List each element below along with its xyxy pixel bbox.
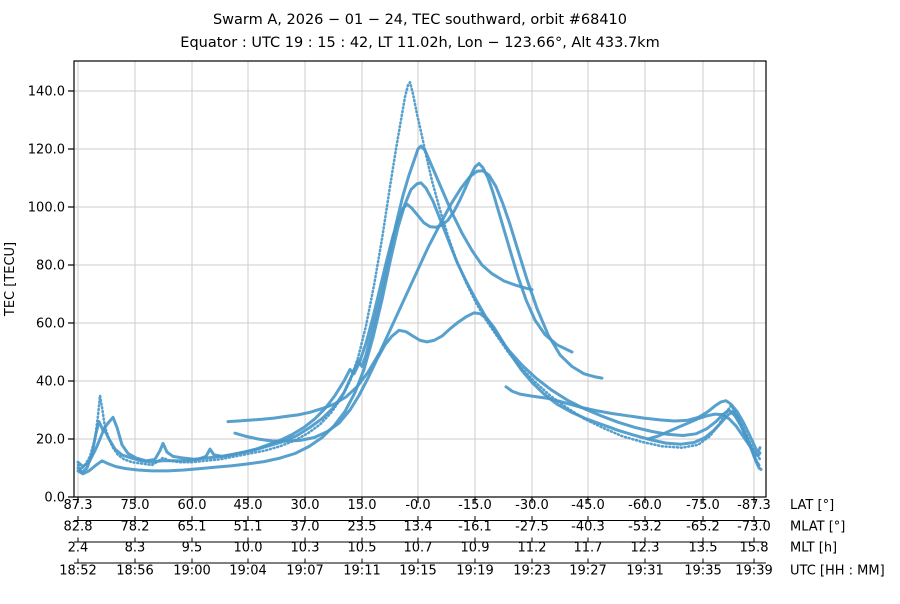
x-tick-label: -30.0 (515, 498, 549, 513)
x-tick-label: 13.4 (404, 520, 433, 535)
x-tick-label: 78.2 (121, 520, 150, 535)
x-tick-label: 18:52 (59, 564, 96, 579)
x-tick-label: -75.0 (686, 498, 720, 513)
x-tick-label: 19:19 (456, 564, 493, 579)
y-tick-label: 100.0 (28, 201, 65, 216)
axis-row-label: LAT [°] (790, 498, 834, 513)
x-tick-label: 19:07 (286, 564, 323, 579)
plot-subtitle: Equator : UTC 19 : 15 : 42, LT 11.02h, L… (180, 35, 659, 51)
x-tick-label: 8.3 (125, 541, 146, 556)
x-tick-label: 19:31 (626, 564, 663, 579)
x-tick-label: 82.8 (64, 520, 93, 535)
plot-content: 0.0 20.0 40.0 60.0 80.0 100.0 120.0 140.0 87.3 75… (28, 60, 885, 579)
y-tick-label: 40.0 (36, 375, 65, 390)
x-tick-label: 19:11 (343, 564, 380, 579)
x-tick-label: -0.0 (405, 498, 430, 513)
x-tick-label: 10.0 (234, 541, 263, 556)
x-tick-label: 51.1 (234, 520, 263, 535)
x-tick-label: 37.0 (291, 520, 320, 535)
y-tick-label: 0.0 (44, 491, 65, 506)
y-tick-label: 140.0 (28, 85, 65, 100)
axis-row-label: UTC [HH : MM] (790, 564, 885, 579)
trace-peak112 (226, 169, 604, 424)
x-tick-label: -27.5 (515, 520, 549, 535)
axis-row-label: MLAT [°] (790, 520, 845, 535)
x-tick-label: 10.9 (461, 541, 490, 556)
x-tick-label: 15.0 (348, 498, 377, 513)
y-tick-label: 120.0 (28, 143, 65, 158)
x-tick-label: -40.3 (571, 520, 605, 535)
x-tick-label: 75.0 (121, 498, 150, 513)
plot-border (73, 60, 767, 498)
x-tick-label: 18:56 (116, 564, 153, 579)
x-tick-label: 19:35 (684, 564, 721, 579)
trace-doublehump-101-115 (76, 162, 574, 469)
trace-start-506 (504, 385, 762, 454)
x-tick-label: 12.3 (631, 541, 660, 556)
x-tick-label: -45.0 (571, 498, 605, 513)
x-tick-label: 23.5 (348, 520, 377, 535)
y-axis-label: TEC [TECU] (3, 242, 18, 317)
x-tick-label: -16.1 (458, 520, 492, 535)
x-tick-label: -73.0 (737, 520, 771, 535)
y-tick-label: 60.0 (36, 317, 65, 332)
trace-peak108 (76, 181, 763, 476)
trace-dotted-peak143 (76, 81, 762, 471)
x-tick-label: 87.3 (64, 498, 93, 513)
x-tick-label: 11.2 (518, 541, 547, 556)
trace-start-648 (646, 412, 762, 458)
plot-title: Swarm A, 2026 − 01 − 24, TEC southward, … (213, 12, 627, 28)
x-tick-label: 19:39 (735, 564, 772, 579)
x-tick-label: 2.4 (68, 541, 89, 556)
x-tick-label: 9.5 (182, 541, 203, 556)
y-tick-label: 80.0 (36, 259, 65, 274)
x-tick-label: 10.5 (348, 541, 377, 556)
x-tick-label: 10.3 (291, 541, 320, 556)
x-tick-label: 19:23 (513, 564, 550, 579)
x-tick-label: -15.0 (458, 498, 492, 513)
x-tick-label: -65.2 (686, 520, 720, 535)
x-tick-label: 19:00 (173, 564, 210, 579)
axis-row-label: MLT [h] (790, 541, 837, 556)
x-tick-label: 19:27 (569, 564, 606, 579)
x-tick-label: 65.1 (178, 520, 207, 535)
x-tick-label: -53.2 (628, 520, 662, 535)
x-tick-label: 60.0 (178, 498, 207, 513)
x-tick-label: 13.5 (689, 541, 718, 556)
x-tick-label: 11.7 (574, 541, 603, 556)
y-tick-label: 20.0 (36, 433, 65, 448)
x-tick-label: 19:15 (399, 564, 436, 579)
x-tick-label: 30.0 (291, 498, 320, 513)
x-tick-label: 15.8 (740, 541, 769, 556)
x-tick-label: -60.0 (628, 498, 662, 513)
trace-peak121 (76, 144, 534, 474)
x-tick-label: 19:04 (229, 564, 266, 579)
x-tick-label: -87.3 (737, 498, 771, 513)
x-tick-label: 10.7 (404, 541, 433, 556)
x-tick-label: 45.0 (234, 498, 263, 513)
